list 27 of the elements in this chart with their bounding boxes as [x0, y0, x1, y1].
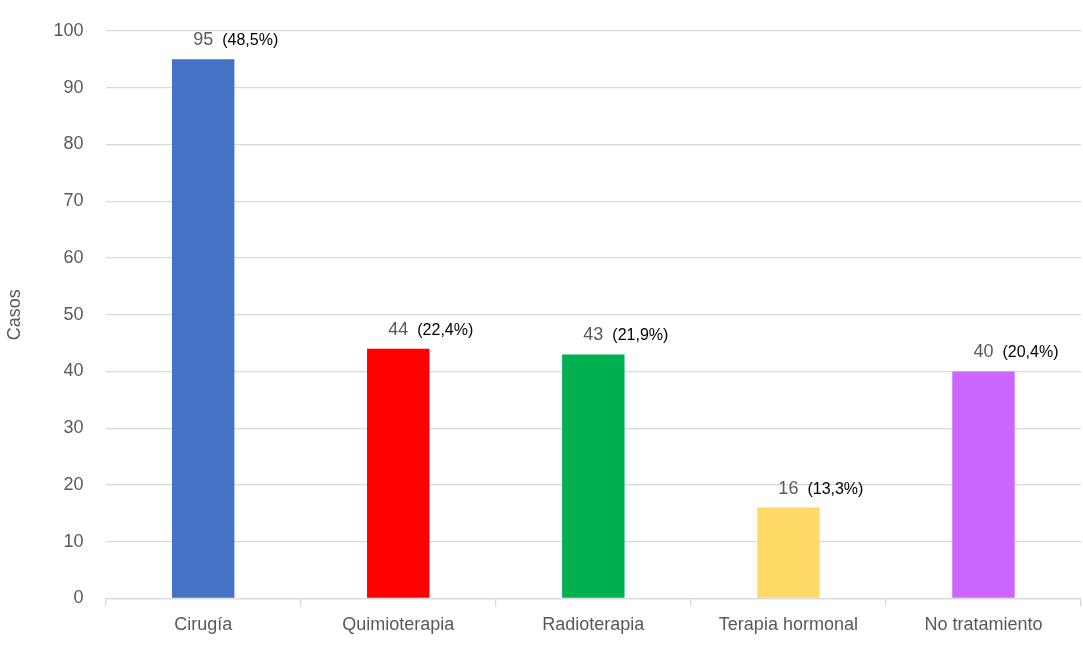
bar [562, 354, 625, 598]
y-tick-label: 30 [63, 417, 84, 438]
bar [952, 371, 1015, 598]
data-label: 16 (13,3%) [778, 477, 864, 498]
y-tick-label: 10 [63, 530, 84, 551]
x-tick-label: Terapia hormonal [718, 614, 858, 635]
bar [367, 348, 430, 598]
bar [757, 507, 820, 598]
y-tick-label: 100 [53, 19, 84, 40]
y-tick-label: 40 [63, 360, 84, 381]
y-tick-label: 90 [63, 76, 84, 97]
bar [171, 59, 235, 598]
x-tick-label: Radioterapia [542, 614, 646, 635]
x-tick-label: Cirugía [174, 614, 234, 635]
y-axis-title: Casos [3, 289, 24, 341]
data-label: 40 (20,4%) [973, 341, 1059, 362]
x-tick-label: No tratamiento [924, 614, 1043, 635]
y-tick-label: 60 [63, 246, 84, 267]
data-label: 44 (22,4%) [388, 318, 474, 339]
y-tick-label: 50 [63, 303, 84, 324]
y-tick-label: 0 [73, 587, 84, 608]
x-tick-label: Quimioterapia [342, 614, 456, 635]
y-tick-label: 80 [63, 133, 84, 154]
data-label: 95 (48,5%) [193, 29, 279, 50]
data-label: 43 (21,9%) [583, 324, 669, 345]
y-tick-label: 70 [63, 190, 84, 211]
y-tick-label: 20 [63, 473, 84, 494]
